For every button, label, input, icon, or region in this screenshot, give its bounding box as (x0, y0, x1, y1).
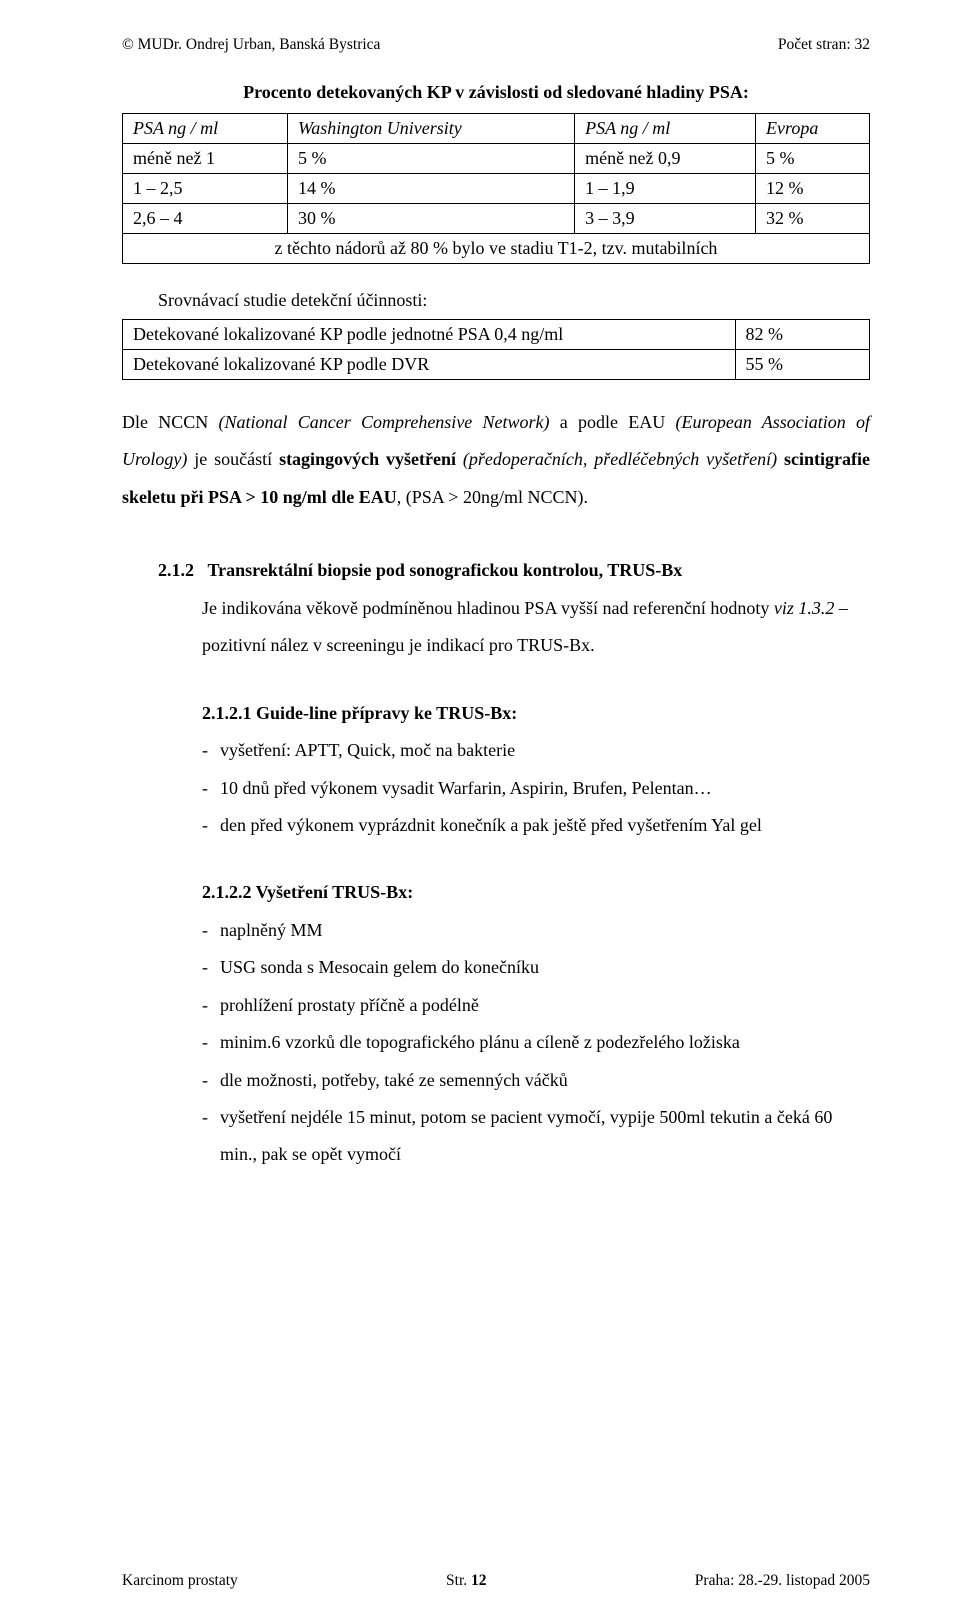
text-bold: stagingových vyšetření (279, 449, 456, 469)
dash-icon: - (202, 1024, 220, 1061)
td: 30 % (287, 204, 574, 234)
section-2-1-2: 2.1.2 Transrektální biopsie pod sonograf… (122, 552, 870, 664)
td: Detekované lokalizované KP podle jednotn… (123, 320, 736, 350)
list-text: prohlížení prostaty příčně a podélně (220, 987, 870, 1024)
paragraph-nccn: Dle NCCN (National Cancer Comprehensive … (122, 404, 870, 516)
footer-mid: Str. 12 (446, 1572, 486, 1590)
content: Procento detekovaných KP v závislosti od… (122, 82, 870, 1542)
list-item: -vyšetření: APTT, Quick, moč na bakterie (202, 732, 870, 769)
list-text: vyšetření: APTT, Quick, moč na bakterie (220, 732, 870, 769)
text-italic: (předoperačních, předléčebných vyšetření… (463, 449, 777, 469)
text-italic: viz 1.3.2 (774, 598, 835, 618)
section-2-1-2-1: 2.1.2.1 Guide-line přípravy ke TRUS-Bx: … (202, 695, 870, 845)
table-row: méně než 1 5 % méně než 0,9 5 % (123, 144, 870, 174)
subsection-heading: 2.1.2.1 Guide-line přípravy ke TRUS-Bx: (202, 695, 870, 732)
list-item: -den před výkonem vyprázdnit konečník a … (202, 807, 870, 844)
text: Je indikována věkově podmíněnou hladinou… (202, 598, 774, 618)
subsection-heading: 2.1.2.2 Vyšetření TRUS-Bx: (202, 874, 870, 911)
section-body: Je indikována věkově podmíněnou hladinou… (202, 590, 870, 665)
page-header: © MUDr. Ondrej Urban, Banská Bystrica Po… (122, 36, 870, 54)
dash-icon: - (202, 1062, 220, 1099)
td: 32 % (756, 204, 870, 234)
section-heading: 2.1.2 Transrektální biopsie pod sonograf… (158, 552, 870, 589)
td: Detekované lokalizované KP podle DVR (123, 350, 736, 380)
list-item: -naplněný MM (202, 912, 870, 949)
footer-mid-label: Str. (446, 1572, 471, 1589)
list-text: naplněný MM (220, 912, 870, 949)
list-text: minim.6 vzorků dle topografického plánu … (220, 1024, 870, 1061)
dash-icon: - (202, 732, 220, 769)
list-text: USG sonda s Mesocain gelem do konečníku (220, 949, 870, 986)
page-number: 12 (471, 1572, 487, 1589)
list-text: den před výkonem vyprázdnit konečník a p… (220, 807, 870, 844)
text-italic: (National Cancer Comprehensive Network) (219, 412, 550, 432)
text: je součástí (187, 449, 279, 469)
table-row: Detekované lokalizované KP podle DVR 55 … (123, 350, 870, 380)
td: 14 % (287, 174, 574, 204)
text (777, 449, 784, 469)
comparison-title: Srovnávací studie detekční účinnosti: (158, 290, 870, 311)
text: , (PSA > 20ng/ml NCCN). (397, 487, 588, 507)
list-text: dle možnosti, potřeby, také ze semenných… (220, 1062, 870, 1099)
list-item: -prohlížení prostaty příčně a podélně (202, 987, 870, 1024)
td: 3 – 3,9 (575, 204, 756, 234)
td-full: z těchto nádorů až 80 % bylo ve stadiu T… (123, 234, 870, 264)
list-item: -vyšetření nejdéle 15 minut, potom se pa… (202, 1099, 870, 1174)
table-row: 2,6 – 4 30 % 3 – 3,9 32 % (123, 204, 870, 234)
header-left: © MUDr. Ondrej Urban, Banská Bystrica (122, 36, 380, 54)
dash-icon: - (202, 770, 220, 807)
list-text: vyšetření nejdéle 15 minut, potom se pac… (220, 1099, 870, 1174)
td: 1 – 1,9 (575, 174, 756, 204)
list-item: -USG sonda s Mesocain gelem do konečníku (202, 949, 870, 986)
text: Dle NCCN (122, 412, 219, 432)
td: 82 % (735, 320, 869, 350)
page: © MUDr. Ondrej Urban, Banská Bystrica Po… (0, 0, 960, 1624)
footer-right: Praha: 28.-29. listopad 2005 (695, 1572, 870, 1590)
td: 12 % (756, 174, 870, 204)
list-item: -dle možnosti, potřeby, také ze semennýc… (202, 1062, 870, 1099)
dash-icon: - (202, 912, 220, 949)
table-row: Detekované lokalizované KP podle jednotn… (123, 320, 870, 350)
dash-icon: - (202, 807, 220, 844)
header-right: Počet stran: 32 (778, 36, 870, 54)
list-item: -10 dnů před výkonem vysadit Warfarin, A… (202, 770, 870, 807)
td: 2,6 – 4 (123, 204, 288, 234)
td: 5 % (287, 144, 574, 174)
comparison-table: Detekované lokalizované KP podle jednotn… (122, 319, 870, 380)
text (456, 449, 463, 469)
dash-icon: - (202, 1099, 220, 1174)
text: a podle EAU (550, 412, 676, 432)
table-row-full: z těchto nádorů až 80 % bylo ve stadiu T… (123, 234, 870, 264)
dash-icon: - (202, 987, 220, 1024)
psa-table: PSA ng / ml Washington University PSA ng… (122, 113, 870, 264)
list-item: -minim.6 vzorků dle topografického plánu… (202, 1024, 870, 1061)
td: méně než 1 (123, 144, 288, 174)
td: 1 – 2,5 (123, 174, 288, 204)
th: PSA ng / ml (575, 114, 756, 144)
section-number: 2.1.2 (158, 560, 194, 580)
subsection-body: -vyšetření: APTT, Quick, moč na bakterie… (202, 732, 870, 844)
section-2-1-2-2: 2.1.2.2 Vyšetření TRUS-Bx: -naplněný MM … (202, 874, 870, 1174)
td: 5 % (756, 144, 870, 174)
td: 55 % (735, 350, 869, 380)
table1-title: Procento detekovaných KP v závislosti od… (122, 82, 870, 103)
footer-left: Karcinom prostaty (122, 1572, 238, 1590)
list-text: 10 dnů před výkonem vysadit Warfarin, As… (220, 770, 870, 807)
th: PSA ng / ml (123, 114, 288, 144)
subsection-body: -naplněný MM -USG sonda s Mesocain gelem… (202, 912, 870, 1174)
th: Evropa (756, 114, 870, 144)
th: Washington University (287, 114, 574, 144)
page-footer: Karcinom prostaty Str. 12 Praha: 28.-29.… (122, 1572, 870, 1590)
table-header-row: PSA ng / ml Washington University PSA ng… (123, 114, 870, 144)
td: méně než 0,9 (575, 144, 756, 174)
dash-icon: - (202, 949, 220, 986)
section-title: Transrektální biopsie pod sonografickou … (208, 560, 683, 580)
table-row: 1 – 2,5 14 % 1 – 1,9 12 % (123, 174, 870, 204)
